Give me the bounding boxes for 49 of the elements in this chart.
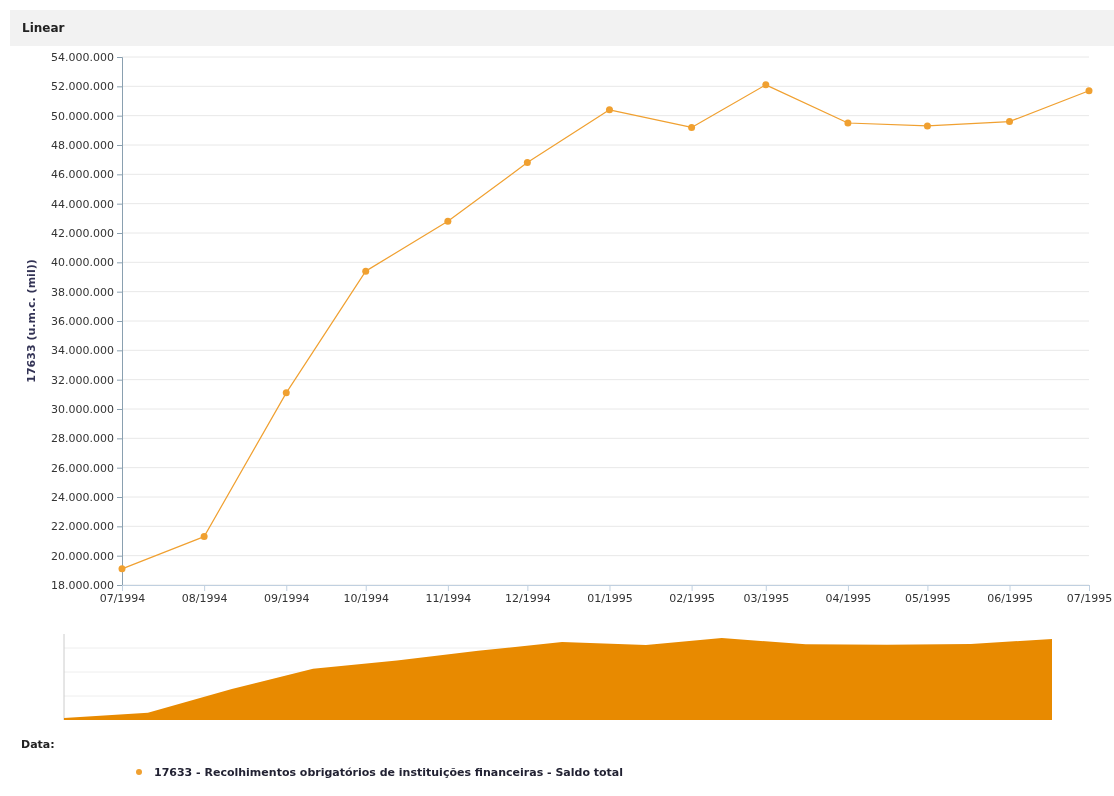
y-tick-label: 36.000.000 (51, 315, 114, 329)
x-tick-label: 07/1995 (1066, 591, 1113, 605)
y-axis-title: 17633 (u.m.c. (mil)) (25, 259, 38, 383)
y-tick-label: 50.000.000 (51, 109, 114, 123)
point (605, 106, 613, 114)
y-tick-label: 26.000.000 (51, 461, 114, 475)
point (923, 122, 931, 130)
point (1006, 118, 1014, 126)
x-tick-label: 10/1994 (343, 591, 390, 605)
y-tick-label: 30.000.000 (51, 403, 114, 417)
point (282, 389, 290, 397)
point (362, 267, 370, 275)
y-tick-label: 52.000.000 (51, 80, 114, 94)
y-tick-label: 48.000.000 (51, 139, 114, 153)
x-tick-label: 05/1995 (905, 591, 951, 605)
point (844, 119, 852, 127)
point (200, 533, 208, 541)
x-tick-label: 06/1995 (987, 591, 1033, 605)
y-tick-label: 32.000.000 (51, 373, 114, 387)
point (118, 565, 126, 573)
point (1085, 87, 1093, 95)
y-tick-label: 38.000.000 (51, 285, 114, 299)
legend-label: 17633 - Recolhimentos obrigatórios de instituições financeiras - Saldo total (154, 766, 624, 779)
x-tick-label: 03/1995 (743, 591, 790, 605)
x-tick-label: 12/1994 (504, 591, 551, 605)
chart-title: Linear (10, 10, 1114, 46)
point (444, 217, 452, 225)
x-tick-label: 11/1994 (425, 591, 472, 605)
y-tick-label: 42.000.000 (51, 227, 114, 241)
y-tick-label: 28.000.000 (51, 432, 114, 446)
point (688, 123, 696, 131)
x-tick-label: 01/1995 (587, 591, 633, 605)
x-tick-label: 07/1994 (99, 591, 146, 605)
point (762, 81, 770, 89)
x-tick-label: 04/1995 (825, 591, 872, 605)
y-tick-label: 40.000.000 (51, 256, 114, 270)
y-tick-label: 34.000.000 (51, 344, 114, 358)
y-tick-label: 18.000.000 (51, 579, 114, 593)
y-tick-label: 20.000.000 (51, 549, 114, 563)
y-tick-label: 46.000.000 (51, 168, 114, 182)
y-tick-label: 54.000.000 (51, 51, 114, 65)
x-tick-label: 02/1995 (669, 591, 715, 605)
x-tick-label: 09/1994 (263, 591, 310, 605)
y-tick-label: 22.000.000 (51, 520, 114, 534)
legend-title: Data: (21, 738, 55, 751)
y-tick-label: 24.000.000 (51, 491, 114, 505)
y-tick-label: 44.000.000 (51, 197, 114, 211)
x-tick-label: 08/1994 (181, 591, 228, 605)
point (523, 159, 531, 167)
